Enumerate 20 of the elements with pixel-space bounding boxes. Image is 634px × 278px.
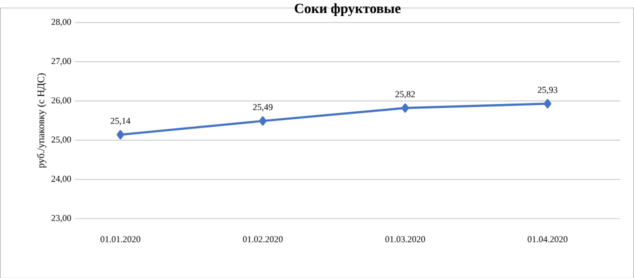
x-tick-label: 01.04.2020 [528,236,568,242]
x-tick-label: 01.02.2020 [242,236,283,242]
y-tick-label: 27,00 [52,58,71,66]
point [259,116,267,126]
x-tick-label: 01.03.2020 [385,236,426,242]
y-axis-title: руб./упаковку (с НДС) [37,73,46,168]
point [544,98,552,108]
data-label: 25,93 [538,86,558,94]
data-label: 25,14 [110,118,130,125]
data-label: 25,82 [395,90,415,98]
x-tick-label: 01.01.2020 [100,236,140,242]
chart-title: Соки фруктовые [294,3,401,16]
y-tick-label: 26,00 [52,97,71,104]
y-tick-label: 23,00 [52,214,71,222]
point [401,103,409,112]
point [116,130,124,140]
y-tick-label: 24,00 [52,175,71,183]
data-label: 25,49 [253,104,273,112]
y-tick-label: 28,00 [52,18,71,26]
y-tick-label: 25,00 [52,136,71,144]
